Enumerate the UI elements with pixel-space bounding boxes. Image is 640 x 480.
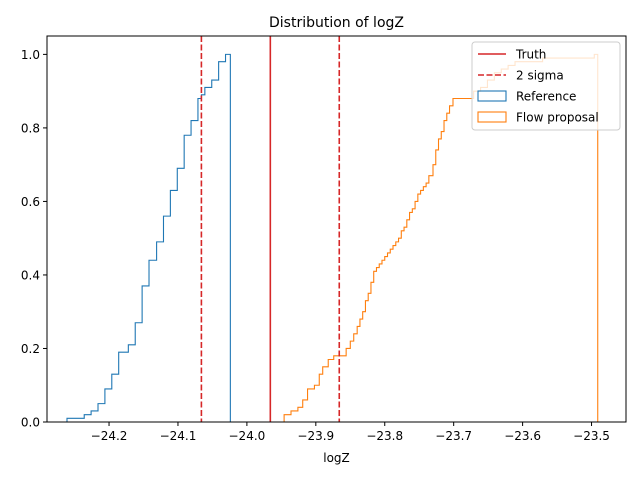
y-tick-label: 0.4	[21, 268, 40, 282]
axis-layer: −24.2 −24.1 −24.0 −23.9 −23.8 −23.7 −23.6 −23.5…	[21, 48, 610, 443]
x-tick-label: −23.9	[297, 429, 334, 443]
x-tick-label: −23.8	[366, 429, 403, 443]
y-tick-label: 1.0	[21, 48, 40, 62]
x-tick-label: −24.2	[91, 429, 128, 443]
x-tick-label: −23.5	[573, 429, 610, 443]
y-tick-label: 0.0	[21, 416, 40, 430]
legend-box	[471, 41, 621, 131]
legend-label-reference: Reference	[516, 90, 576, 104]
x-axis-label: logZ	[323, 451, 350, 465]
legend: Truth 2 sigma Reference Flow proposal	[471, 41, 621, 131]
plot-frame	[46, 35, 627, 423]
y-tick-label: 0.6	[21, 195, 40, 209]
legend-swatch-flow-proposal	[477, 111, 507, 123]
legend-label-flow-proposal: Flow proposal	[516, 111, 599, 125]
legend-label-truth: Truth	[515, 48, 546, 62]
legend-label-2-sigma: 2 sigma	[516, 69, 564, 83]
plot-layer	[66, 36, 599, 422]
x-tick-label: −24.1	[160, 429, 197, 443]
chart-title: Distribution of logZ	[269, 15, 404, 31]
legend-swatch-reference	[477, 90, 507, 102]
y-tick-label: 0.8	[21, 121, 40, 135]
x-tick-label: −24.0	[229, 429, 266, 443]
y-tick-label: 0.2	[21, 342, 40, 356]
x-tick-label: −23.7	[435, 429, 472, 443]
x-tick-label: −23.6	[504, 429, 541, 443]
histogram-series-reference	[66, 53, 231, 422]
